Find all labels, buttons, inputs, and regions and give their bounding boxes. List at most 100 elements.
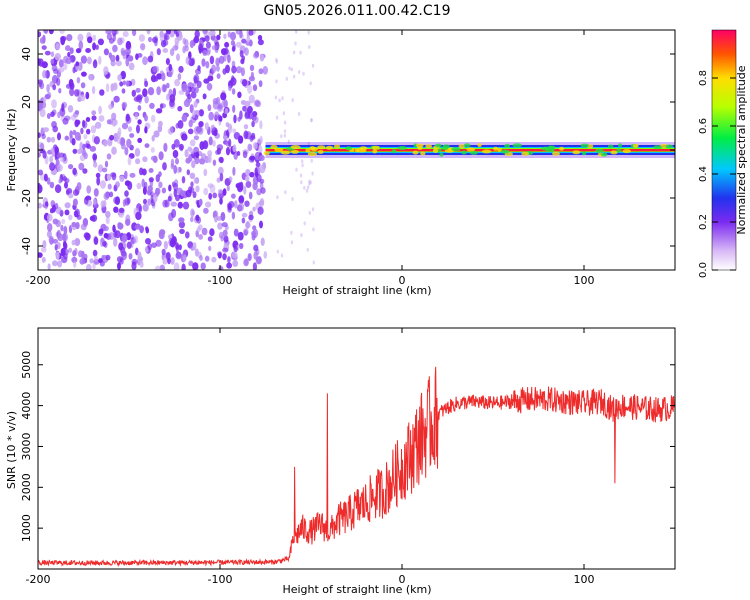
noise-point — [108, 52, 113, 59]
band-blob — [500, 149, 510, 154]
noise-point — [207, 104, 212, 112]
noise-point — [42, 150, 47, 159]
noise-point — [237, 231, 244, 241]
noise-point — [198, 234, 204, 240]
noise-point — [223, 135, 228, 141]
noise-point — [86, 56, 92, 65]
noise-point — [198, 198, 203, 206]
noise-point — [38, 144, 42, 154]
noise-point — [124, 190, 129, 197]
noise-point — [233, 245, 238, 253]
noise-point — [231, 251, 238, 259]
noise-point — [310, 158, 313, 163]
noise-point — [280, 134, 283, 139]
noise-point — [178, 221, 185, 229]
noise-point — [100, 237, 105, 243]
noise-point — [227, 125, 233, 134]
noise-point — [111, 146, 117, 155]
noise-point — [73, 261, 77, 268]
noise-point — [50, 111, 55, 118]
bottom-y-label: SNR (10 * v/v) — [5, 411, 18, 489]
noise-point — [192, 109, 196, 119]
noise-point — [202, 30, 208, 35]
noise-point — [223, 47, 229, 55]
noise-point — [100, 180, 106, 189]
noise-point — [229, 31, 237, 41]
noise-point — [199, 158, 206, 165]
noise-point — [203, 207, 209, 214]
band-blob — [497, 147, 502, 152]
noise-point — [56, 242, 61, 250]
noise-point — [195, 214, 200, 222]
noise-point — [61, 103, 65, 112]
top-y-tick-label: 40 — [20, 47, 33, 61]
noise-point — [159, 264, 165, 270]
noise-point — [161, 84, 167, 93]
noise-point — [190, 181, 194, 188]
noise-point — [41, 45, 47, 50]
noise-point — [89, 145, 97, 152]
noise-point — [71, 256, 78, 263]
noise-point — [124, 170, 128, 180]
noise-point — [103, 48, 109, 56]
noise-point — [232, 128, 237, 134]
noise-point — [217, 188, 223, 194]
noise-point — [116, 135, 121, 144]
noise-point — [204, 255, 210, 262]
noise-point — [248, 39, 253, 47]
noise-point — [231, 46, 236, 52]
noise-point — [173, 182, 179, 192]
noise-point — [117, 262, 121, 270]
noise-point — [95, 172, 101, 178]
noise-point — [169, 48, 175, 56]
noise-point — [202, 93, 207, 100]
top-x-tick-label: -100 — [208, 274, 233, 287]
noise-point — [228, 138, 232, 148]
noise-point — [292, 74, 296, 79]
top-x-tick-label: -200 — [26, 274, 51, 287]
band-blob — [493, 146, 499, 151]
noise-point — [112, 44, 118, 53]
band-blob — [280, 150, 291, 155]
noise-point — [126, 241, 132, 249]
noise-point — [77, 33, 84, 42]
band-blob — [559, 146, 565, 151]
noise-point — [109, 134, 115, 141]
signal-band — [263, 142, 675, 158]
band-blob — [317, 149, 324, 154]
noise-point — [166, 82, 170, 89]
noise-point — [87, 36, 93, 44]
noise-point — [43, 127, 49, 133]
noise-point — [92, 249, 98, 257]
noise-point — [98, 55, 102, 65]
band-blob — [354, 148, 360, 153]
noise-point — [105, 254, 111, 261]
noise-point — [38, 58, 42, 66]
noise-point — [75, 119, 81, 126]
noise-point — [224, 41, 230, 48]
noise-point — [49, 181, 55, 189]
band-blob — [397, 146, 407, 150]
noise-point — [136, 182, 142, 190]
noise-point — [239, 242, 244, 250]
noise-point — [151, 135, 155, 142]
noise-point — [168, 237, 175, 247]
noise-point — [143, 198, 147, 205]
noise-point — [275, 115, 279, 120]
noise-point — [240, 100, 247, 105]
noise-point — [98, 258, 103, 264]
noise-point — [68, 247, 73, 253]
noise-point — [38, 31, 42, 38]
noise-point — [92, 42, 97, 51]
noise-point — [248, 94, 255, 104]
noise-point — [163, 142, 168, 152]
band-blob — [317, 145, 326, 150]
noise-point — [166, 30, 171, 35]
noise-point — [284, 190, 287, 195]
noise-point — [244, 200, 250, 207]
noise-point — [232, 144, 237, 153]
noise-point — [160, 103, 164, 110]
noise-point — [117, 37, 123, 46]
noise-point — [93, 161, 98, 168]
noise-point — [244, 222, 251, 229]
